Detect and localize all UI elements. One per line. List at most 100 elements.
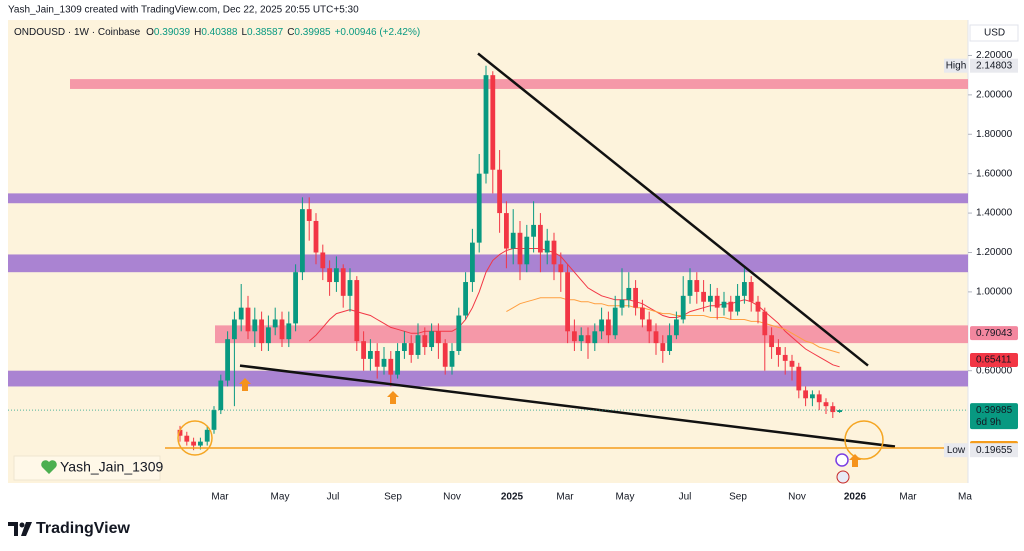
x-tick-label: Ma: [958, 492, 972, 503]
candle-body: [266, 327, 271, 344]
candle-body: [524, 236, 530, 265]
x-tick-label: May: [616, 492, 635, 503]
candle-body: [578, 335, 584, 342]
trendline: [477, 52, 869, 367]
candle-body: [313, 220, 319, 253]
x-tick-label: Mar: [899, 492, 917, 503]
y-tick-label: 1.00000: [976, 287, 1013, 298]
candle-body: [368, 350, 373, 359]
candle-body: [334, 268, 339, 283]
ohlc-value: 0.40388: [201, 27, 238, 38]
candle-body: [660, 343, 666, 351]
candle-body: [436, 331, 441, 344]
candle-body: [619, 299, 625, 308]
y-tick-label: 1.20000: [976, 247, 1013, 258]
price-tag: [970, 326, 1018, 341]
symbol-line: ONDOUSD · 1W · Coinbase O0.39039 H0.40388 L…: [14, 27, 420, 38]
y-tick-label: 1.80000: [976, 129, 1013, 140]
candle-body: [592, 331, 598, 344]
x-tick-label: Sep: [384, 492, 402, 503]
logo-shape: [21, 522, 32, 536]
candle-body: [504, 213, 509, 249]
candle-body: [748, 282, 754, 302]
candle-body: [721, 301, 727, 308]
candle-body: [238, 307, 244, 320]
candle-body: [687, 280, 693, 296]
y-tick-label: 1.40000: [976, 208, 1013, 219]
candle-body: [490, 75, 496, 170]
candle-body: [531, 224, 536, 237]
zone: [8, 370, 968, 387]
candle-body: [361, 341, 366, 359]
x-tick-label: 2025: [501, 492, 524, 503]
x-tick-label: Nov: [788, 492, 806, 503]
candle-body: [211, 410, 217, 430]
ohlc-label: O: [146, 27, 154, 38]
candle-body: [796, 366, 802, 391]
candle-body: [449, 350, 455, 367]
candle-body: [714, 295, 720, 308]
candle-body: [551, 240, 557, 265]
candle-body: [483, 75, 489, 174]
x-tick-label: Jul: [679, 492, 692, 503]
zone: [8, 254, 968, 273]
x-tick-label: Mar: [211, 492, 229, 503]
ohlc-value: 0.39985: [294, 27, 331, 38]
brand-name: TradingView: [36, 520, 131, 537]
candle-body: [293, 272, 298, 324]
candle-body: [694, 280, 700, 292]
candle-body: [300, 209, 305, 273]
ohlc-value: 0.39039: [154, 27, 191, 38]
currency: USD: [984, 28, 1005, 39]
candle-body: [565, 272, 570, 332]
candle-body: [415, 335, 421, 355]
candle-body: [585, 335, 591, 344]
y-tick-label: 2.20000: [976, 50, 1013, 61]
candle-body: [272, 319, 278, 328]
x-tick-label: May: [271, 492, 290, 503]
event-icon: [836, 470, 850, 484]
candle-body: [245, 307, 251, 332]
moving-average: [506, 297, 840, 354]
candle-body: [395, 350, 400, 375]
candle-body: [606, 319, 611, 336]
watermark: Yash_Jain_1309: [60, 459, 163, 475]
watermark-box: [13, 455, 161, 481]
price-tag: [970, 58, 1018, 73]
candle-body: [674, 319, 679, 336]
event-icon: [835, 453, 849, 467]
ohlc-label: C: [287, 27, 294, 38]
candle-body: [279, 319, 285, 340]
candle-body: [456, 315, 462, 351]
candle-body: [708, 295, 713, 302]
candle-body: [538, 224, 543, 253]
heart-icon: [41, 460, 57, 474]
candle-body: [558, 264, 564, 273]
x-tick-label: Nov: [443, 492, 461, 503]
candle-body: [680, 295, 686, 320]
candle-body: [646, 319, 652, 332]
candle-body: [306, 209, 312, 221]
candle-body: [517, 232, 523, 265]
candle-body: [830, 406, 836, 413]
x-tick-label: 2026: [844, 492, 867, 503]
candle-body: [782, 354, 788, 361]
up-arrow: [387, 391, 399, 404]
candle-body: [252, 319, 258, 332]
candle-body: [728, 301, 734, 312]
candle-body: [789, 360, 795, 367]
zone: [8, 193, 968, 204]
x-tick-label: Mar: [556, 492, 574, 503]
candle-body: [388, 358, 394, 375]
candle-body: [816, 394, 822, 403]
candle-body: [470, 242, 475, 283]
candle-body: [810, 394, 815, 399]
candle-body: [653, 331, 659, 344]
candle-body: [320, 252, 326, 269]
candle-body: [823, 402, 829, 407]
logo-shape: [19, 522, 25, 528]
zone: [215, 325, 968, 344]
price-tag-value: 0.39985: [976, 405, 1013, 416]
y-tick-label: 1.60000: [976, 168, 1013, 179]
candle-body: [544, 240, 550, 253]
